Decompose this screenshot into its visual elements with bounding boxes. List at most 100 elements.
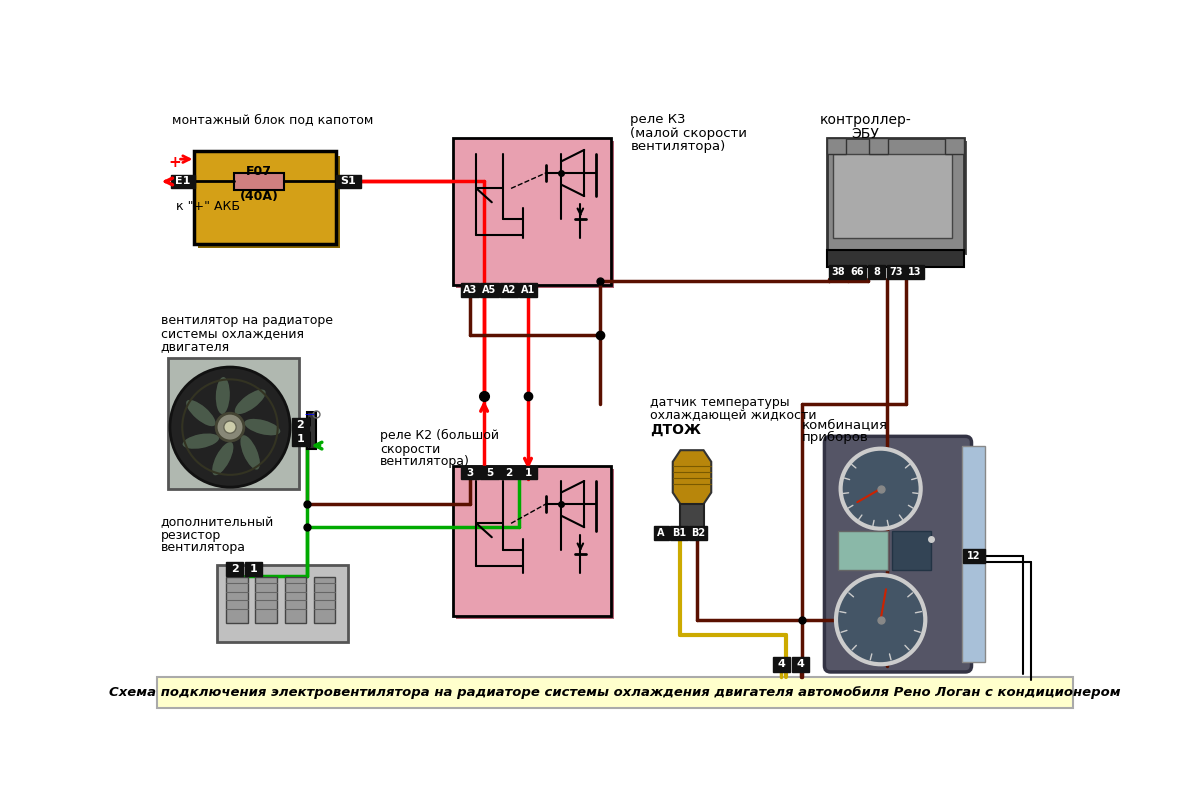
Bar: [887, 266, 905, 279]
Bar: [461, 466, 480, 479]
Ellipse shape: [234, 389, 266, 415]
Bar: [217, 565, 348, 642]
Text: вентилятора): вентилятора): [380, 455, 470, 468]
Text: 2: 2: [505, 467, 512, 478]
Bar: [654, 526, 668, 539]
Bar: [893, 531, 931, 570]
Text: скорости: скорости: [380, 442, 440, 455]
Bar: [773, 657, 790, 672]
Bar: [168, 358, 299, 489]
Bar: [226, 578, 247, 623]
Text: ДТОЖ: ДТОЖ: [649, 422, 701, 437]
Bar: [689, 526, 707, 539]
Text: (малой скорости: (малой скорости: [630, 126, 748, 140]
Bar: [456, 469, 614, 619]
Bar: [671, 526, 688, 539]
Ellipse shape: [186, 399, 216, 427]
Text: резистор: резистор: [161, 529, 221, 542]
Bar: [518, 466, 538, 479]
Bar: [518, 283, 538, 297]
Text: 1: 1: [250, 564, 258, 574]
Bar: [157, 678, 1073, 708]
Text: дополнительный: дополнительный: [161, 516, 274, 529]
Bar: [256, 578, 277, 623]
Bar: [234, 173, 284, 190]
Circle shape: [216, 414, 244, 441]
Bar: [226, 562, 244, 576]
Text: 8: 8: [872, 267, 880, 278]
Text: охлаждающей жидкости: охлаждающей жидкости: [649, 410, 816, 422]
Ellipse shape: [244, 418, 281, 436]
Bar: [314, 578, 336, 623]
Text: F07: F07: [246, 166, 272, 178]
Bar: [480, 283, 499, 297]
Text: 4: 4: [778, 659, 785, 670]
Text: A5: A5: [482, 285, 497, 295]
Text: датчик температуры: датчик температуры: [649, 396, 790, 410]
Bar: [829, 266, 847, 279]
Bar: [839, 531, 888, 570]
Bar: [454, 138, 611, 285]
Text: +: +: [168, 155, 181, 170]
Ellipse shape: [215, 376, 230, 415]
Bar: [292, 432, 308, 446]
Bar: [194, 151, 336, 244]
Text: 13: 13: [908, 267, 922, 278]
Text: 5: 5: [486, 467, 493, 478]
Text: к "+" АКБ: к "+" АКБ: [176, 200, 240, 213]
Bar: [292, 418, 308, 432]
Bar: [792, 657, 809, 672]
Text: 2: 2: [296, 420, 304, 430]
Bar: [961, 446, 985, 662]
Bar: [833, 154, 953, 238]
Text: реле К3: реле К3: [630, 113, 686, 126]
Bar: [499, 283, 518, 297]
Bar: [827, 138, 846, 154]
Bar: [964, 549, 984, 562]
Text: Схема подключения электровентилятора на радиаторе системы охлаждения двигателя а: Схема подключения электровентилятора на …: [109, 686, 1121, 699]
Text: вентилятора: вентилятора: [161, 541, 246, 554]
Bar: [827, 138, 964, 252]
Text: 73: 73: [889, 267, 902, 278]
Text: двигателя: двигателя: [161, 340, 230, 353]
Text: B2: B2: [691, 527, 704, 538]
Bar: [480, 466, 499, 479]
Text: A1: A1: [521, 285, 535, 295]
Bar: [869, 138, 888, 154]
Ellipse shape: [182, 433, 220, 450]
Text: вентилятор на радиаторе: вентилятор на радиаторе: [161, 314, 332, 327]
Text: A3: A3: [463, 285, 478, 295]
Bar: [944, 138, 964, 154]
Circle shape: [841, 449, 920, 529]
Text: 12: 12: [967, 550, 980, 561]
Bar: [499, 466, 518, 479]
Text: 2: 2: [230, 564, 239, 574]
Bar: [868, 266, 886, 279]
Text: S1: S1: [341, 177, 356, 186]
Ellipse shape: [240, 434, 260, 470]
Text: A2: A2: [502, 285, 516, 295]
Bar: [461, 283, 480, 297]
Text: комбинация: комбинация: [802, 418, 888, 431]
Bar: [246, 562, 263, 576]
Bar: [456, 142, 614, 288]
Text: 4: 4: [797, 659, 804, 670]
Text: E1: E1: [175, 177, 191, 186]
Text: монтажный блок под капотом: монтажный блок под капотом: [172, 113, 373, 126]
Text: A: A: [658, 527, 665, 538]
Bar: [198, 156, 340, 249]
FancyBboxPatch shape: [824, 436, 972, 672]
Circle shape: [224, 421, 236, 434]
Text: (40A): (40A): [240, 190, 278, 203]
Bar: [284, 578, 306, 623]
Text: B1: B1: [672, 527, 686, 538]
Text: ЭБУ: ЭБУ: [851, 126, 880, 141]
Text: системы охлаждения: системы охлаждения: [161, 327, 304, 340]
Text: реле К2 (большой: реле К2 (большой: [380, 430, 499, 442]
Text: 3: 3: [467, 467, 474, 478]
Bar: [827, 250, 964, 267]
Bar: [307, 412, 317, 449]
Bar: [906, 266, 924, 279]
Text: 1: 1: [296, 434, 304, 444]
Bar: [336, 174, 361, 188]
